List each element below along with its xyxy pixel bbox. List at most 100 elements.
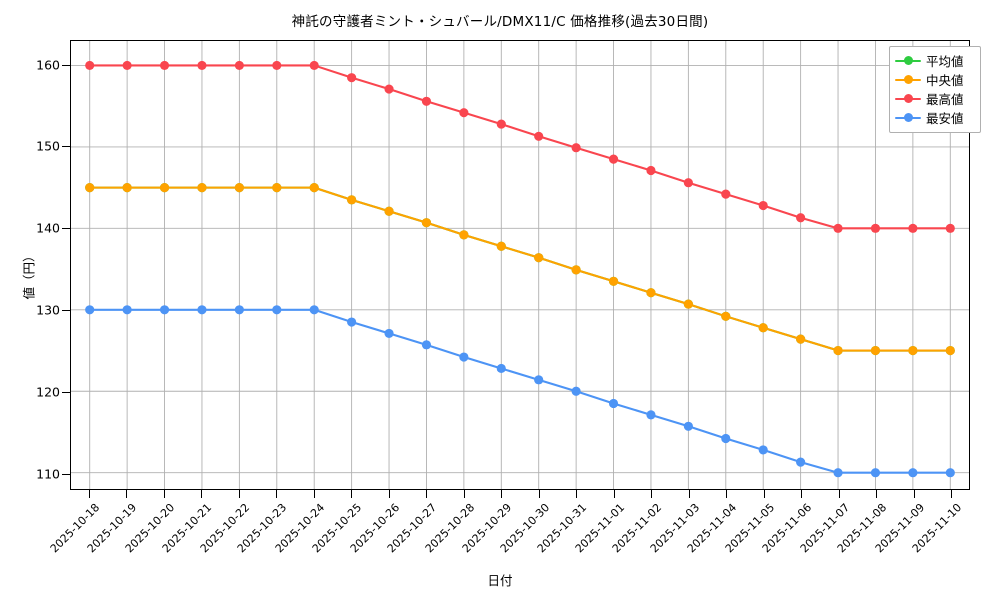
data-point (197, 305, 207, 315)
legend-item-最安値[interactable]: 最安値 (895, 108, 975, 127)
x-tick-mark (576, 490, 578, 498)
data-point (309, 60, 319, 71)
legend-marker-icon (895, 54, 921, 68)
data-point (85, 183, 95, 193)
data-point (571, 265, 581, 275)
grid-lines (71, 41, 969, 489)
data-point (870, 468, 881, 478)
data-point (608, 154, 619, 164)
y-tick-mark (62, 391, 70, 393)
data-point (347, 317, 357, 327)
data-point (796, 213, 806, 223)
x-tick-mark (201, 490, 203, 498)
data-series-layer (85, 60, 955, 478)
x-tick-mark (538, 490, 540, 498)
data-point (683, 299, 693, 309)
series-最安値 (85, 305, 955, 478)
data-point (459, 108, 469, 118)
data-point (796, 334, 806, 344)
legend-item-中央値[interactable]: 中央値 (895, 70, 975, 89)
x-tick-mark (313, 490, 315, 498)
legend-label: 中央値 (926, 73, 964, 88)
data-point (683, 421, 693, 431)
x-tick-mark (876, 490, 878, 498)
data-point (384, 84, 394, 94)
data-point (571, 386, 581, 396)
data-point (384, 328, 394, 339)
legend-marker-icon (895, 92, 921, 106)
data-point (459, 352, 469, 362)
data-point (272, 60, 282, 71)
data-point (159, 305, 170, 315)
data-point (85, 305, 95, 315)
chart-title: 神託の守護者ミント・シュバール/DMX11/C 価格推移(過去30日間) (291, 14, 709, 30)
y-tick-label: 140 (36, 220, 60, 236)
y-tick-mark (62, 146, 70, 148)
data-point (496, 241, 506, 251)
data-point (234, 183, 244, 193)
y-tick-mark (62, 64, 70, 66)
data-point (496, 363, 506, 374)
x-tick-mark (351, 490, 353, 498)
data-point (197, 183, 207, 193)
legend-item-平均値[interactable]: 平均値 (895, 51, 975, 70)
y-tick-mark (62, 228, 70, 230)
y-tick-label: 120 (36, 384, 60, 400)
data-point (234, 305, 244, 315)
series-中央値 (85, 183, 955, 356)
legend-marker-icon (895, 111, 921, 125)
x-tick-mark (913, 490, 915, 498)
data-point (908, 223, 918, 233)
x-tick-mark (388, 490, 390, 498)
chart-legend: 平均値中央値 最高値 最安値 (889, 46, 981, 133)
data-point (534, 375, 544, 385)
data-point (945, 223, 955, 233)
x-tick-mark (126, 490, 128, 498)
data-point (272, 183, 282, 193)
data-point (870, 223, 881, 233)
series-最高値 (85, 60, 955, 233)
data-point (85, 60, 95, 71)
y-tick-label: 130 (36, 302, 60, 318)
data-point (309, 183, 319, 193)
data-point (272, 305, 282, 315)
x-tick-mark (801, 490, 803, 498)
legend-label: 平均値 (926, 54, 964, 69)
x-tick-mark (501, 490, 503, 498)
y-tick-mark (62, 310, 70, 312)
y-tick-label: 160 (36, 57, 60, 73)
data-point (908, 345, 918, 356)
x-tick-mark (463, 490, 465, 498)
data-point (347, 73, 357, 83)
data-point (159, 60, 170, 71)
y-tick-label: 150 (36, 138, 60, 154)
x-tick-mark (163, 490, 165, 498)
x-tick-mark (88, 490, 90, 498)
plot-area (70, 40, 970, 490)
data-point (646, 288, 656, 298)
data-point (833, 468, 843, 478)
series-平均値 (85, 183, 955, 356)
data-point (421, 96, 432, 106)
data-point (571, 143, 581, 153)
data-point (608, 398, 619, 409)
data-point (122, 60, 132, 71)
data-point (122, 305, 132, 315)
legend-item-最高値[interactable]: 最高値 (895, 89, 975, 108)
x-tick-mark (426, 490, 428, 498)
data-point (683, 178, 693, 188)
data-point (721, 189, 731, 199)
data-point (421, 218, 432, 228)
data-point (159, 183, 170, 193)
x-tick-mark (651, 490, 653, 498)
data-point (870, 345, 881, 356)
x-tick-mark (838, 490, 840, 498)
data-point (534, 131, 544, 141)
x-tick-mark (951, 490, 953, 498)
data-point (534, 253, 544, 263)
data-point (945, 468, 955, 478)
data-point (459, 230, 469, 240)
data-point (908, 468, 918, 478)
data-point (945, 345, 955, 356)
